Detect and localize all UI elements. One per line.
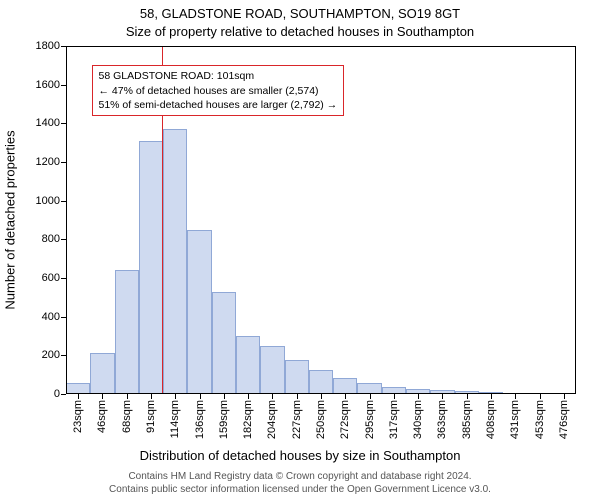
xtick-label: 68sqm — [121, 400, 133, 433]
xtick-label: 295sqm — [364, 400, 376, 439]
xtick-label: 23sqm — [72, 400, 84, 433]
histogram-bar — [187, 230, 211, 394]
xtick-label: 136sqm — [194, 400, 206, 439]
xtick-label: 91sqm — [145, 400, 157, 433]
ytick-mark — [61, 278, 66, 279]
xtick-label: 340sqm — [412, 400, 424, 439]
plot-area: 02004006008001000120014001600180023sqm46… — [66, 46, 576, 394]
ytick-label: 1400 — [36, 117, 60, 129]
xtick-label: 385sqm — [461, 400, 473, 439]
ytick-mark — [61, 46, 66, 47]
xtick-label: 46sqm — [96, 400, 108, 433]
xtick-mark — [418, 394, 419, 399]
footer-attribution: Contains HM Land Registry data © Crown c… — [0, 471, 600, 496]
histogram-bar — [357, 383, 381, 394]
xtick-mark — [151, 394, 152, 399]
annotation-line: ← 47% of detached houses are smaller (2,… — [99, 84, 338, 98]
ytick-mark — [61, 123, 66, 124]
xtick-mark — [297, 394, 298, 399]
x-axis-label: Distribution of detached houses by size … — [0, 448, 600, 463]
histogram-bar — [90, 353, 114, 394]
histogram-bar — [236, 336, 260, 394]
ytick-mark — [61, 394, 66, 395]
histogram-bar — [260, 346, 284, 394]
xtick-label: 182sqm — [242, 400, 254, 439]
histogram-bar — [382, 387, 406, 394]
histogram-bar — [163, 129, 187, 394]
xtick-mark — [564, 394, 565, 399]
xtick-label: 453sqm — [534, 400, 546, 439]
xtick-label: 250sqm — [315, 400, 327, 439]
histogram-bar — [212, 292, 236, 394]
y-axis-label: Number of detached properties — [3, 130, 18, 309]
ytick-mark — [61, 317, 66, 318]
ytick-label: 400 — [42, 311, 60, 323]
histogram-bar — [285, 360, 309, 394]
xtick-mark — [540, 394, 541, 399]
ytick-label: 1200 — [36, 156, 60, 168]
xtick-mark — [515, 394, 516, 399]
ytick-label: 200 — [42, 349, 60, 361]
annotation-line: 51% of semi-detached houses are larger (… — [99, 98, 338, 112]
ytick-mark — [61, 162, 66, 163]
xtick-mark — [127, 394, 128, 399]
ytick-label: 1000 — [36, 195, 60, 207]
xtick-mark — [175, 394, 176, 399]
xtick-label: 431sqm — [509, 400, 521, 439]
xtick-mark — [102, 394, 103, 399]
ytick-mark — [61, 355, 66, 356]
annotation-box: 58 GLADSTONE ROAD: 101sqm← 47% of detach… — [92, 65, 345, 116]
chart-title-main: 58, GLADSTONE ROAD, SOUTHAMPTON, SO19 8G… — [0, 6, 600, 21]
chart-container: 58, GLADSTONE ROAD, SOUTHAMPTON, SO19 8G… — [0, 0, 600, 500]
histogram-bar — [115, 270, 139, 394]
ytick-label: 0 — [54, 388, 60, 400]
histogram-bar — [333, 378, 357, 394]
xtick-mark — [467, 394, 468, 399]
ytick-mark — [61, 201, 66, 202]
footer-line-2: Contains public sector information licen… — [0, 484, 600, 497]
xtick-mark — [442, 394, 443, 399]
ytick-label: 800 — [42, 233, 60, 245]
xtick-label: 476sqm — [558, 400, 570, 439]
xtick-mark — [491, 394, 492, 399]
annotation-line: 58 GLADSTONE ROAD: 101sqm — [99, 69, 338, 83]
xtick-mark — [321, 394, 322, 399]
xtick-label: 227sqm — [291, 400, 303, 439]
xtick-label: 363sqm — [436, 400, 448, 439]
ytick-mark — [61, 85, 66, 86]
chart-title-sub: Size of property relative to detached ho… — [0, 24, 600, 39]
xtick-label: 408sqm — [485, 400, 497, 439]
histogram-bar — [139, 141, 163, 394]
xtick-label: 114sqm — [169, 400, 181, 438]
footer-line-1: Contains HM Land Registry data © Crown c… — [0, 471, 600, 484]
xtick-mark — [272, 394, 273, 399]
histogram-bar — [309, 370, 333, 394]
xtick-label: 159sqm — [218, 400, 230, 439]
ytick-label: 600 — [42, 272, 60, 284]
xtick-mark — [394, 394, 395, 399]
xtick-mark — [200, 394, 201, 399]
ytick-label: 1600 — [36, 79, 60, 91]
histogram-bar — [66, 383, 90, 394]
ytick-label: 1800 — [36, 40, 60, 52]
xtick-mark — [248, 394, 249, 399]
xtick-label: 317sqm — [388, 400, 400, 439]
ytick-mark — [61, 239, 66, 240]
xtick-label: 204sqm — [266, 400, 278, 439]
xtick-mark — [78, 394, 79, 399]
xtick-label: 272sqm — [339, 400, 351, 439]
xtick-mark — [345, 394, 346, 399]
xtick-mark — [224, 394, 225, 399]
xtick-mark — [370, 394, 371, 399]
